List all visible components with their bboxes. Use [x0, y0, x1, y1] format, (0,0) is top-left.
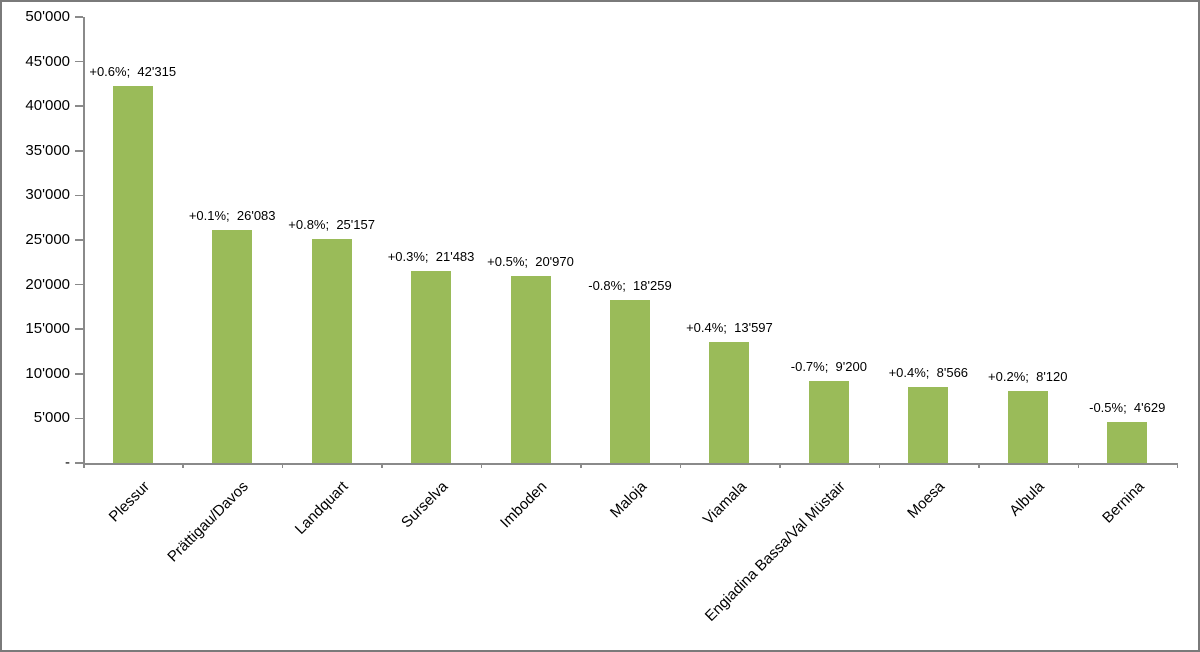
- y-axis-tick: [75, 16, 83, 18]
- x-axis-tick: [83, 463, 85, 468]
- bar-data-label: +0.4%; 8'566: [888, 364, 969, 380]
- bar: [510, 275, 551, 463]
- bar: [311, 238, 352, 463]
- bar: [112, 85, 153, 463]
- x-axis-tick: [679, 463, 682, 468]
- y-axis-tick: [75, 417, 83, 420]
- y-axis-tick-label: 30'000: [25, 186, 70, 204]
- x-axis-tick: [1077, 463, 1079, 468]
- x-axis-tick: [580, 463, 582, 468]
- x-axis-tick: [381, 463, 383, 468]
- bar-data-label: -0.8%; 18'259: [588, 278, 672, 294]
- x-category-label: Maloja: [606, 478, 651, 522]
- x-category-label: Moesa: [904, 478, 949, 522]
- bar-data-label: +0.5%; 20'970: [487, 253, 574, 269]
- y-axis-tick-label: 5'000: [33, 409, 70, 427]
- x-axis-tick: [1176, 463, 1179, 468]
- x-category-label: Viamala: [699, 478, 750, 529]
- x-category-label: Landquart: [291, 478, 352, 538]
- bar: [1007, 390, 1048, 463]
- y-axis-tick: [75, 194, 83, 197]
- x-axis-line: [83, 463, 1177, 465]
- y-axis-tick: [75, 105, 83, 107]
- x-category-label: Prättigau/Davos: [164, 478, 253, 566]
- bar: [411, 271, 452, 463]
- y-axis-tick: [75, 283, 83, 286]
- x-axis-tick: [480, 463, 483, 468]
- bar-data-label: -0.5%; 4'629: [1089, 399, 1166, 415]
- y-axis-tick: [75, 462, 83, 464]
- y-axis-tick: [75, 60, 83, 63]
- bar: [609, 300, 650, 463]
- bar-data-label: +0.1%; 26'083: [188, 208, 276, 224]
- y-axis-tick: [75, 239, 83, 241]
- y-axis-tick: [75, 373, 83, 375]
- x-category-label: Plessur: [105, 478, 153, 526]
- bar: [709, 341, 750, 463]
- bar-data-label: +0.8%; 25'157: [288, 216, 375, 232]
- x-axis-tick: [978, 463, 980, 468]
- bar: [212, 230, 253, 463]
- y-axis-tick: [75, 328, 83, 330]
- x-category-label: Surselva: [397, 478, 452, 532]
- x-axis-tick: [281, 463, 284, 468]
- x-axis-tick: [878, 463, 881, 468]
- bar-data-label: +0.4%; 13'597: [686, 319, 773, 335]
- y-axis-tick-label: 40'000: [25, 97, 70, 115]
- x-axis-tick: [182, 463, 184, 468]
- bar: [1107, 421, 1148, 463]
- y-axis-tick: [75, 150, 83, 152]
- bar: [908, 386, 949, 463]
- x-category-label: Albula: [1006, 478, 1048, 520]
- y-axis-tick-label: 10'000: [25, 364, 70, 382]
- y-axis-tick-label: 20'000: [25, 275, 70, 293]
- y-axis-tick-label: 35'000: [25, 141, 70, 159]
- bar-data-label: +0.6%; 42'315: [89, 63, 177, 79]
- y-axis-tick-label: 25'000: [25, 231, 70, 248]
- y-axis-tick-label: 50'000: [25, 8, 70, 25]
- bar-data-label: -0.7%; 9'200: [790, 358, 867, 374]
- y-axis-tick-label: 45'000: [25, 52, 70, 70]
- bar-data-label: +0.3%; 21'483: [387, 249, 475, 265]
- y-axis-tick-label: 15'000: [25, 320, 70, 338]
- y-axis-line: [83, 17, 85, 468]
- x-category-label: Bernina: [1098, 478, 1148, 527]
- x-category-label: Imboden: [497, 478, 551, 532]
- bar: [808, 380, 849, 463]
- x-axis-tick: [779, 463, 781, 468]
- bar-data-label: +0.2%; 8'120: [988, 368, 1068, 384]
- y-axis-tick-label: -: [65, 454, 70, 471]
